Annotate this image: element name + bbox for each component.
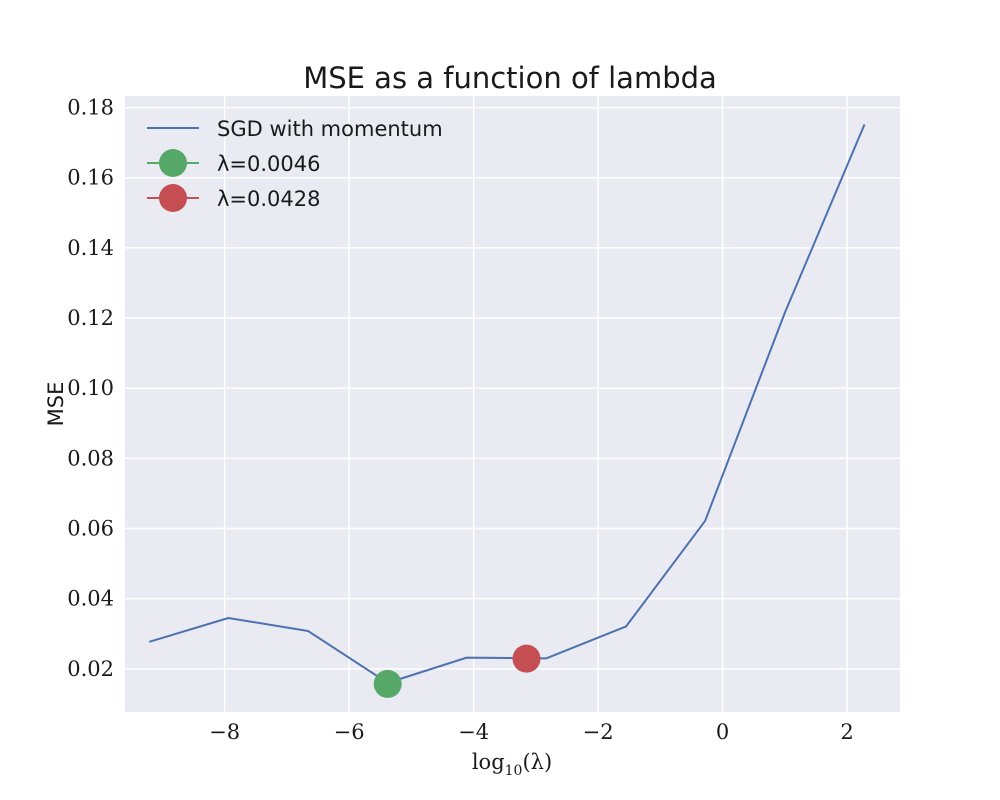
series-line-sgd-momentum <box>148 124 866 684</box>
highlight-point-1 <box>373 669 402 698</box>
x-tick-label: −8 <box>209 720 240 744</box>
y-tick-label: 0.06 <box>67 517 114 541</box>
y-tick-label: 0.16 <box>67 166 114 190</box>
y-tick-label: 0.18 <box>67 96 114 120</box>
y-axis-ticks: 0.02 0.04 0.06 0.08 0.10 0.12 0.14 0.16 0.18 <box>67 96 114 681</box>
grid <box>125 96 900 712</box>
y-axis-label: MSE <box>44 382 68 427</box>
x-axis-label-arg: (λ) <box>522 750 552 774</box>
y-tick-label: 0.14 <box>67 236 114 260</box>
legend-marker-swatch <box>159 184 187 212</box>
plot-area <box>125 96 900 712</box>
y-tick-label: 0.12 <box>67 306 114 330</box>
legend-entry-label: SGD with momentum <box>217 117 443 141</box>
legend-marker-swatch <box>159 149 187 177</box>
legend: SGD with momentum λ=0.0046 λ=0.0428 <box>147 117 443 212</box>
highlight-point-2 <box>512 644 541 673</box>
x-axis-label-main: log <box>472 750 505 774</box>
x-tick-label: −2 <box>583 720 614 744</box>
y-tick-label: 0.04 <box>67 587 114 611</box>
x-tick-label: 2 <box>840 720 853 744</box>
x-axis-label: log10(λ) <box>472 750 552 779</box>
y-tick-label: 0.08 <box>67 446 114 470</box>
x-tick-label: −6 <box>334 720 365 744</box>
x-axis-label-sub: 10 <box>505 763 523 779</box>
y-tick-label: 0.10 <box>67 376 114 400</box>
y-tick-label: 0.02 <box>67 657 114 681</box>
series-layer <box>148 124 866 698</box>
chart-title: MSE as a function of lambda <box>303 61 717 95</box>
x-tick-label: 0 <box>716 720 729 744</box>
legend-entry-label: λ=0.0046 <box>217 152 321 176</box>
legend-entry-label: λ=0.0428 <box>217 187 321 211</box>
x-tick-label: −4 <box>458 720 489 744</box>
x-axis-ticks: −8 −6 −4 −2 0 2 <box>209 720 854 744</box>
